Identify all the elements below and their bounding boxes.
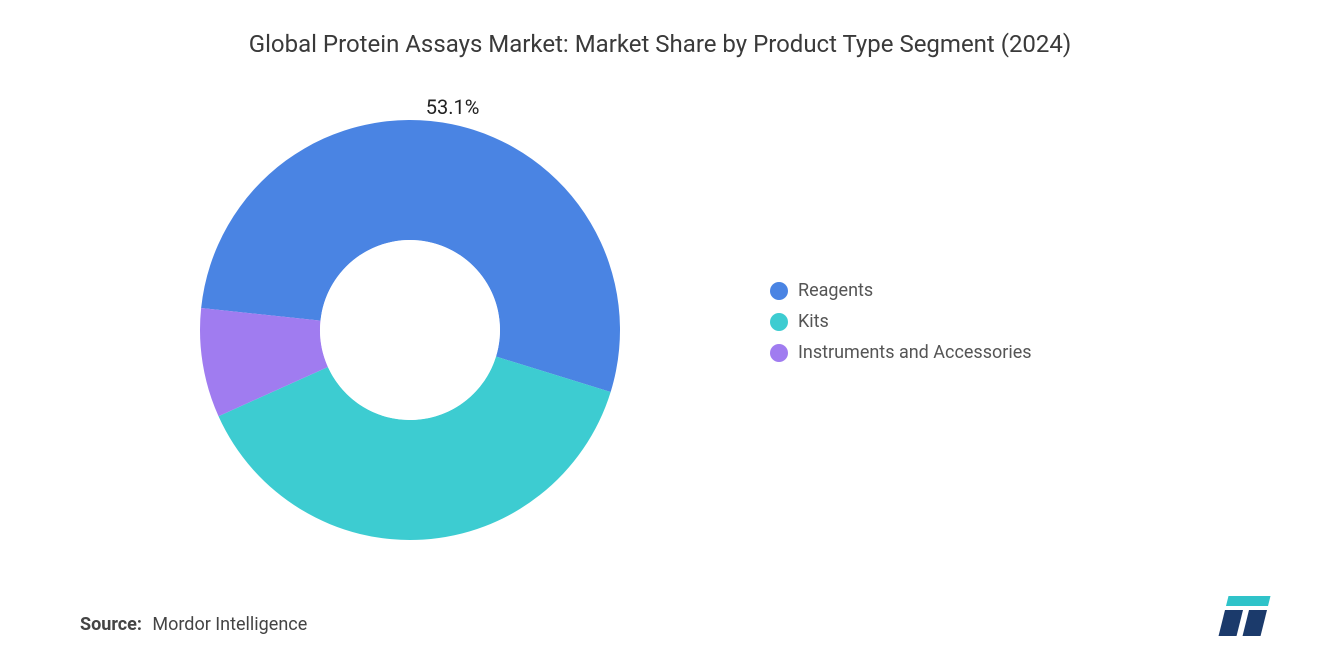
donut-svg	[190, 110, 630, 550]
chart-title: Global Protein Assays Market: Market Sha…	[0, 30, 1320, 58]
chart-container: Global Protein Assays Market: Market Sha…	[0, 0, 1320, 665]
donut-hole	[320, 240, 500, 420]
logo-bar-top	[1226, 596, 1270, 606]
legend-swatch	[770, 344, 788, 362]
legend-item-2: Instruments and Accessories	[770, 342, 1032, 363]
brand-logo	[1210, 590, 1280, 640]
legend-label: Kits	[798, 311, 829, 332]
source-label: Source:	[80, 614, 142, 635]
logo-bar-left	[1219, 610, 1243, 636]
legend-label: Reagents	[798, 280, 873, 301]
source-text: Mordor Intelligence	[152, 614, 307, 635]
donut-chart: 53.1%	[190, 110, 630, 550]
legend-label: Instruments and Accessories	[798, 342, 1032, 363]
legend-item-0: Reagents	[770, 280, 1032, 301]
legend-swatch	[770, 282, 788, 300]
legend-swatch	[770, 313, 788, 331]
legend: Reagents Kits Instruments and Accessories	[770, 280, 1032, 373]
slice-label-0: 53.1%	[426, 95, 480, 119]
legend-item-1: Kits	[770, 311, 1032, 332]
logo-bar-right	[1243, 610, 1267, 636]
source-line: Source: Mordor Intelligence	[80, 614, 307, 635]
